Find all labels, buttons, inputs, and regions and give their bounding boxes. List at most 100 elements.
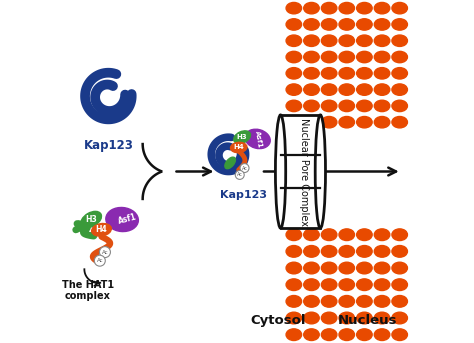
Ellipse shape: [321, 329, 337, 341]
Ellipse shape: [374, 2, 390, 14]
Text: Kap123: Kap123: [220, 190, 267, 200]
Ellipse shape: [321, 19, 337, 30]
Ellipse shape: [245, 129, 270, 149]
Text: Ac: Ac: [237, 173, 243, 177]
Ellipse shape: [230, 142, 247, 153]
Text: The HAT1
complex: The HAT1 complex: [62, 280, 114, 301]
Ellipse shape: [374, 246, 390, 257]
Ellipse shape: [304, 229, 319, 240]
Ellipse shape: [321, 2, 337, 14]
Ellipse shape: [374, 262, 390, 274]
Ellipse shape: [392, 117, 408, 128]
Ellipse shape: [374, 51, 390, 63]
Ellipse shape: [392, 296, 408, 307]
Circle shape: [100, 247, 110, 258]
Ellipse shape: [356, 2, 372, 14]
Ellipse shape: [321, 100, 337, 111]
Ellipse shape: [392, 35, 408, 46]
Ellipse shape: [356, 68, 372, 79]
Text: H3: H3: [237, 134, 247, 140]
Ellipse shape: [286, 229, 301, 240]
Ellipse shape: [304, 35, 319, 46]
Ellipse shape: [339, 19, 355, 30]
Ellipse shape: [286, 100, 301, 111]
Ellipse shape: [339, 296, 355, 307]
Ellipse shape: [356, 312, 372, 324]
Ellipse shape: [304, 296, 319, 307]
Ellipse shape: [91, 224, 111, 236]
Circle shape: [240, 164, 249, 173]
Ellipse shape: [356, 262, 372, 274]
Ellipse shape: [286, 68, 301, 79]
Ellipse shape: [321, 117, 337, 128]
Ellipse shape: [286, 246, 301, 257]
Ellipse shape: [234, 131, 251, 144]
Text: Kap123: Kap123: [83, 139, 133, 152]
Ellipse shape: [286, 19, 301, 30]
Text: Ac: Ac: [101, 250, 108, 255]
Ellipse shape: [339, 68, 355, 79]
Ellipse shape: [304, 262, 319, 274]
Ellipse shape: [304, 84, 319, 95]
Text: H4: H4: [233, 144, 244, 151]
Ellipse shape: [356, 19, 372, 30]
Circle shape: [94, 255, 105, 266]
FancyBboxPatch shape: [281, 115, 320, 228]
Ellipse shape: [339, 51, 355, 63]
Ellipse shape: [356, 279, 372, 291]
Ellipse shape: [374, 312, 390, 324]
Ellipse shape: [315, 115, 326, 228]
Ellipse shape: [304, 19, 319, 30]
Text: H4: H4: [96, 225, 108, 234]
Ellipse shape: [304, 117, 319, 128]
Ellipse shape: [339, 2, 355, 14]
Ellipse shape: [339, 329, 355, 341]
Text: Nuclear Pore Complex: Nuclear Pore Complex: [299, 118, 309, 225]
Ellipse shape: [286, 296, 301, 307]
Ellipse shape: [356, 246, 372, 257]
Ellipse shape: [392, 312, 408, 324]
Ellipse shape: [304, 279, 319, 291]
Ellipse shape: [339, 279, 355, 291]
Ellipse shape: [392, 100, 408, 111]
Ellipse shape: [339, 117, 355, 128]
Ellipse shape: [374, 279, 390, 291]
Ellipse shape: [339, 100, 355, 111]
Ellipse shape: [286, 35, 301, 46]
Ellipse shape: [106, 208, 138, 232]
Ellipse shape: [286, 117, 301, 128]
Text: Cytosol: Cytosol: [250, 314, 306, 327]
Text: Asf1: Asf1: [117, 213, 137, 226]
Ellipse shape: [321, 35, 337, 46]
Ellipse shape: [374, 329, 390, 341]
Ellipse shape: [275, 115, 286, 228]
Ellipse shape: [304, 246, 319, 257]
Ellipse shape: [321, 68, 337, 79]
Ellipse shape: [225, 157, 236, 169]
Ellipse shape: [304, 100, 319, 111]
Ellipse shape: [304, 2, 319, 14]
Text: Ac: Ac: [97, 258, 103, 263]
Ellipse shape: [392, 19, 408, 30]
Ellipse shape: [374, 117, 390, 128]
Ellipse shape: [392, 2, 408, 14]
Ellipse shape: [356, 84, 372, 95]
Ellipse shape: [392, 329, 408, 341]
Text: Asf1: Asf1: [254, 130, 263, 148]
Ellipse shape: [339, 262, 355, 274]
Circle shape: [235, 170, 244, 179]
Ellipse shape: [374, 68, 390, 79]
Ellipse shape: [286, 2, 301, 14]
Text: Nucleus: Nucleus: [337, 314, 397, 327]
Ellipse shape: [321, 51, 337, 63]
Ellipse shape: [392, 279, 408, 291]
Ellipse shape: [339, 246, 355, 257]
Ellipse shape: [374, 229, 390, 240]
Ellipse shape: [339, 229, 355, 240]
Ellipse shape: [81, 211, 101, 228]
Ellipse shape: [356, 296, 372, 307]
Ellipse shape: [304, 329, 319, 341]
Ellipse shape: [304, 68, 319, 79]
Ellipse shape: [392, 68, 408, 79]
Ellipse shape: [356, 329, 372, 341]
